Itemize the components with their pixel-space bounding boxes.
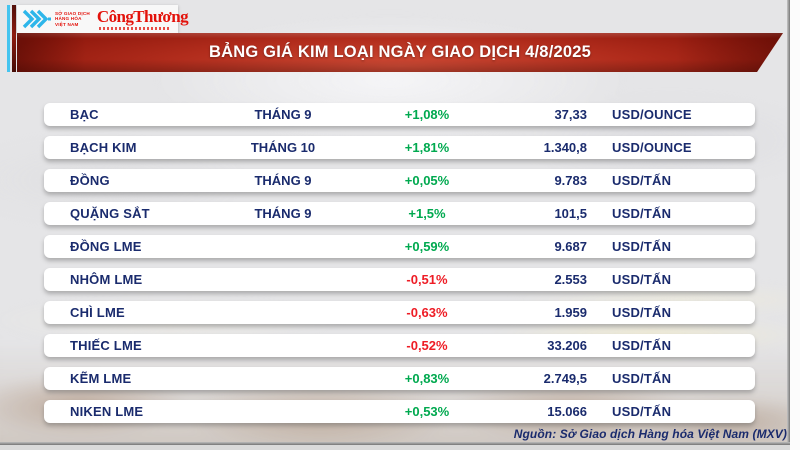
percent-change: +0,59% xyxy=(404,239,450,254)
table-row: BẠC THÁNG 9 +1,08% 37,33 USD/OUNCE xyxy=(44,103,755,126)
table-row: NHÔM LME -0,51% 2.553 USD/TẤN xyxy=(44,268,755,291)
percent-change: +0,83% xyxy=(404,371,450,386)
price-unit: USD/OUNCE xyxy=(612,140,692,155)
commodity-name: QUẶNG SẮT xyxy=(70,206,150,221)
price-unit: USD/TẤN xyxy=(612,338,672,353)
page-bottom-margin xyxy=(0,445,790,450)
contract-month: THÁNG 9 xyxy=(254,206,312,221)
page-title: BẢNG GIÁ KIM LOẠI NGÀY GIAO DỊCH 4/8/202… xyxy=(209,43,591,61)
price-value: 9.687 xyxy=(554,239,587,254)
congthuong-tagline xyxy=(98,27,171,30)
table-row: NIKEN LME +0,53% 15.066 USD/TẤN xyxy=(44,400,755,423)
percent-change: +1,08% xyxy=(404,107,450,122)
price-table: BẠC THÁNG 9 +1,08% 37,33 USD/OUNCE BẠCH KIM TH… xyxy=(44,103,755,433)
percent-change: +0,05% xyxy=(404,173,450,188)
infographic-card: SỞ GIAO DỊCH HÀNG HÓA VIỆT NAM CôngThươn… xyxy=(0,0,789,442)
percent-change: +1,5% xyxy=(408,206,446,221)
accent-stripe-cyan xyxy=(7,5,10,72)
commodity-name: NHÔM LME xyxy=(70,272,143,287)
accent-stripe-maroon xyxy=(12,5,16,72)
mxv-chevrons-icon xyxy=(22,9,51,29)
percent-change: +0,53% xyxy=(404,404,450,419)
congthuong-logo-text: CôngThương xyxy=(96,7,189,26)
page-right-margin xyxy=(790,0,800,450)
commodity-name: BẠCH KIM xyxy=(70,140,137,155)
price-value: 1.340,8 xyxy=(543,140,587,155)
mxv-logo-line3: VIỆT NAM xyxy=(55,21,79,27)
price-unit: USD/TẤN xyxy=(612,173,672,188)
price-value: 101,5 xyxy=(554,206,587,221)
price-value: 15.066 xyxy=(547,404,587,419)
commodity-name: KẼM LME xyxy=(70,371,132,386)
price-value: 9.783 xyxy=(554,173,587,188)
percent-change: -0,52% xyxy=(406,338,448,353)
mxv-logo-line1: SỞ GIAO DỊCH xyxy=(55,11,90,17)
mxv-logo-text: SỞ GIAO DỊCH HÀNG HÓA VIỆT NAM xyxy=(55,11,90,27)
price-value: 33.206 xyxy=(547,338,587,353)
commodity-name: THIẾC LME xyxy=(70,338,142,353)
price-unit: USD/TẤN xyxy=(612,272,672,287)
table-row: THIẾC LME -0,52% 33.206 USD/TẤN xyxy=(44,334,755,357)
table-row: ĐỒNG THÁNG 9 +0,05% 9.783 USD/TẤN xyxy=(44,169,755,192)
table-row: CHÌ LME -0,63% 1.959 USD/TẤN xyxy=(44,301,755,324)
percent-change: +1,81% xyxy=(404,140,450,155)
table-row: QUẶNG SẮT THÁNG 9 +1,5% 101,5 USD/TẤN xyxy=(44,202,755,225)
price-unit: USD/TẤN xyxy=(612,371,672,386)
contract-month: THÁNG 9 xyxy=(254,173,312,188)
card-bottom-edge xyxy=(0,442,790,445)
price-value: 2.553 xyxy=(554,272,587,287)
table-row: KẼM LME +0,83% 2.749,5 USD/TẤN xyxy=(44,367,755,390)
contract-month: THÁNG 10 xyxy=(250,140,316,155)
percent-change: -0,51% xyxy=(406,272,448,287)
mxv-logo-line2: HÀNG HÓA xyxy=(55,16,82,22)
contract-month: THÁNG 9 xyxy=(254,107,312,122)
source-note: Nguồn: Sở Giao dịch Hàng hóa Việt Nam (M… xyxy=(513,427,787,441)
commodity-name: ĐỒNG LME xyxy=(70,239,142,254)
price-unit: USD/OUNCE xyxy=(612,107,692,122)
price-value: 37,33 xyxy=(554,107,587,122)
price-unit: USD/TẤN xyxy=(612,305,672,320)
commodity-name: BẠC xyxy=(70,107,99,122)
price-value: 2.749,5 xyxy=(543,371,587,386)
commodity-name: ĐỒNG xyxy=(70,173,110,188)
commodity-name: CHÌ LME xyxy=(70,305,125,320)
congthuong-logo: CôngThương xyxy=(96,7,189,30)
table-row: ĐỒNG LME +0,59% 9.687 USD/TẤN xyxy=(44,235,755,258)
price-unit: USD/TẤN xyxy=(612,239,672,254)
percent-change: -0,63% xyxy=(406,305,448,320)
title-banner: BẢNG GIÁ KIM LOẠI NGÀY GIAO DỊCH 4/8/202… xyxy=(17,33,783,72)
card-right-edge xyxy=(787,0,790,446)
table-row: BẠCH KIM THÁNG 10 +1,81% 1.340,8 USD/OUNCE xyxy=(44,136,755,159)
price-unit: USD/TẤN xyxy=(612,404,672,419)
price-value: 1.959 xyxy=(554,305,587,320)
commodity-name: NIKEN LME xyxy=(70,404,144,419)
price-unit: USD/TẤN xyxy=(612,206,672,221)
logo-box: SỞ GIAO DỊCH HÀNG HÓA VIỆT NAM CôngThươn… xyxy=(17,5,189,33)
